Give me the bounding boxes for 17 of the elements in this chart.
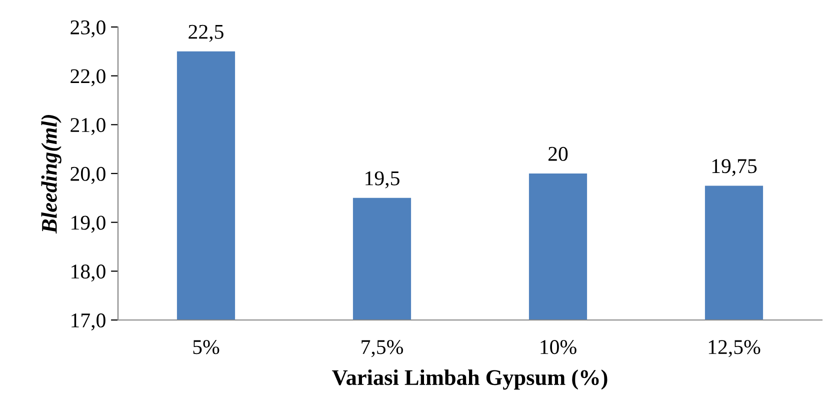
- y-tick-label: 22,0: [70, 69, 106, 86]
- data-label: 20: [548, 146, 568, 161]
- y-axis-title: Bleeding(ml): [41, 115, 62, 234]
- y-tick-label: 19,0: [72, 216, 106, 233]
- x-tick-label: 5%: [193, 340, 220, 354]
- data-label: 22,5: [188, 24, 224, 42]
- x-axis-title: Variasi Limbah Gypsum (%): [332, 369, 608, 390]
- x-tick-label: 10%: [540, 340, 576, 354]
- data-label: 19,5: [366, 171, 400, 188]
- y-tick-label: 17,0: [72, 313, 106, 330]
- y-tick-label: 23,0: [70, 20, 106, 38]
- y-tick-label: 18,0: [72, 264, 106, 282]
- x-tick-label: 7,5%: [362, 340, 403, 358]
- y-tick-label: 21,0: [70, 118, 106, 136]
- y-tick-label: 20,0: [70, 166, 106, 184]
- data-label: 19,75: [712, 159, 757, 176]
- x-tick-label: 12,5%: [708, 340, 760, 358]
